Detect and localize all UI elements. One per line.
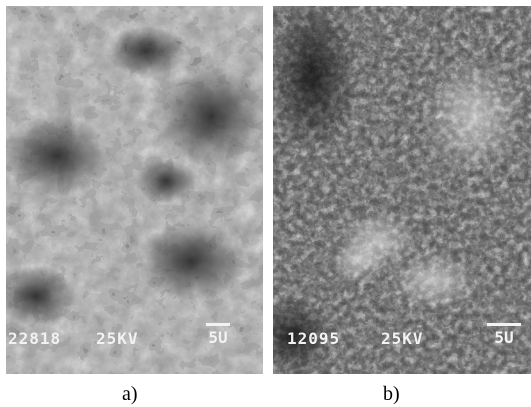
micrograph-a-texture (6, 6, 263, 374)
scale-bar-group: 5U (487, 323, 521, 348)
micrograph-a: 22818 25KV 5U (6, 6, 263, 374)
micrograph-b-texture (273, 6, 531, 374)
caption-a: a) (122, 383, 138, 405)
sample-id-label: 12095 (287, 329, 341, 348)
voltage-label: 25KV (96, 329, 139, 348)
scale-bar-group: 5U (206, 323, 230, 348)
scale-label: 5U (208, 328, 228, 347)
scale-label: 5U (494, 328, 514, 347)
scale-bar (487, 323, 521, 326)
micrograph-b: 12095 25KV 5U (273, 6, 531, 374)
voltage-label: 25KV (381, 329, 424, 348)
scale-bar (206, 323, 230, 326)
caption-b: b) (383, 383, 400, 405)
sample-id-label: 22818 (8, 329, 62, 348)
